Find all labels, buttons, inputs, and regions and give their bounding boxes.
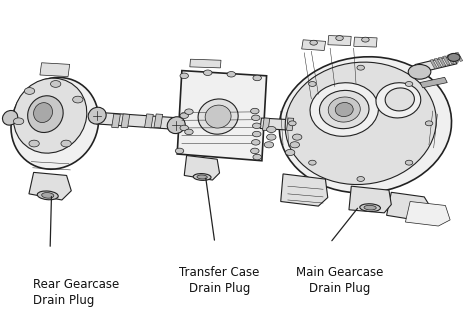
Ellipse shape	[279, 57, 452, 193]
Circle shape	[185, 129, 193, 135]
Ellipse shape	[227, 72, 236, 77]
Ellipse shape	[253, 75, 261, 81]
Circle shape	[293, 134, 302, 140]
Ellipse shape	[405, 82, 413, 86]
Circle shape	[251, 148, 259, 154]
Circle shape	[267, 134, 276, 140]
Polygon shape	[281, 174, 328, 206]
Ellipse shape	[28, 96, 63, 133]
Ellipse shape	[37, 191, 58, 200]
Polygon shape	[177, 71, 267, 161]
Ellipse shape	[364, 205, 376, 210]
Text: Transfer Case
Drain Plug: Transfer Case Drain Plug	[179, 266, 260, 295]
Polygon shape	[447, 55, 455, 64]
Polygon shape	[434, 58, 442, 68]
Text: Main Gearcase
Drain Plug: Main Gearcase Drain Plug	[296, 266, 383, 295]
Ellipse shape	[448, 53, 460, 62]
Polygon shape	[154, 114, 163, 128]
Polygon shape	[405, 202, 450, 226]
Polygon shape	[438, 57, 446, 66]
Ellipse shape	[405, 160, 413, 165]
Ellipse shape	[42, 192, 54, 198]
Ellipse shape	[198, 99, 238, 134]
Polygon shape	[112, 114, 120, 128]
Circle shape	[253, 131, 261, 137]
Circle shape	[185, 109, 193, 114]
Ellipse shape	[25, 88, 35, 95]
Circle shape	[286, 149, 295, 155]
Ellipse shape	[385, 88, 414, 111]
Polygon shape	[260, 118, 296, 130]
Ellipse shape	[310, 83, 379, 136]
Polygon shape	[451, 53, 459, 63]
Polygon shape	[443, 56, 450, 65]
Polygon shape	[302, 40, 326, 51]
Circle shape	[310, 40, 317, 45]
Polygon shape	[262, 118, 270, 131]
Ellipse shape	[328, 97, 360, 122]
Ellipse shape	[13, 78, 87, 153]
Ellipse shape	[309, 160, 316, 165]
Ellipse shape	[2, 111, 18, 125]
Polygon shape	[420, 77, 447, 88]
Polygon shape	[387, 192, 434, 220]
Ellipse shape	[88, 107, 106, 124]
Polygon shape	[96, 112, 178, 129]
Polygon shape	[190, 59, 221, 68]
Circle shape	[252, 115, 260, 121]
Polygon shape	[415, 56, 457, 73]
Ellipse shape	[205, 105, 231, 128]
Polygon shape	[7, 112, 34, 126]
Ellipse shape	[360, 204, 380, 212]
Ellipse shape	[408, 64, 431, 79]
Ellipse shape	[73, 96, 83, 103]
Ellipse shape	[34, 103, 52, 122]
Ellipse shape	[197, 175, 207, 179]
Polygon shape	[144, 114, 153, 128]
Ellipse shape	[29, 140, 39, 147]
Circle shape	[180, 125, 188, 131]
Ellipse shape	[357, 176, 364, 181]
Ellipse shape	[357, 65, 364, 70]
Polygon shape	[121, 114, 130, 128]
Ellipse shape	[376, 83, 421, 118]
Ellipse shape	[193, 174, 211, 180]
Circle shape	[362, 37, 369, 42]
Polygon shape	[354, 37, 377, 47]
Circle shape	[336, 36, 343, 41]
Circle shape	[252, 140, 260, 145]
Circle shape	[251, 108, 259, 114]
Ellipse shape	[51, 81, 61, 87]
Polygon shape	[328, 35, 351, 46]
Ellipse shape	[203, 70, 212, 75]
Polygon shape	[29, 172, 71, 200]
Circle shape	[264, 142, 274, 148]
Polygon shape	[184, 155, 219, 180]
Polygon shape	[430, 60, 438, 69]
Ellipse shape	[335, 102, 353, 116]
Ellipse shape	[13, 118, 24, 125]
Text: Rear Gearcase
Drain Plug: Rear Gearcase Drain Plug	[33, 278, 119, 307]
Circle shape	[180, 113, 188, 118]
Ellipse shape	[285, 62, 436, 185]
Ellipse shape	[253, 154, 261, 160]
Ellipse shape	[320, 90, 369, 129]
Ellipse shape	[288, 121, 296, 126]
Ellipse shape	[11, 78, 99, 169]
Ellipse shape	[180, 73, 188, 78]
Circle shape	[267, 127, 276, 133]
Polygon shape	[287, 118, 294, 131]
Ellipse shape	[425, 121, 433, 126]
Polygon shape	[40, 63, 70, 77]
Ellipse shape	[61, 140, 71, 147]
Ellipse shape	[309, 82, 316, 86]
Ellipse shape	[167, 117, 185, 133]
Ellipse shape	[175, 148, 184, 154]
Circle shape	[253, 123, 261, 128]
Circle shape	[290, 142, 300, 148]
Polygon shape	[349, 186, 391, 213]
Polygon shape	[455, 52, 463, 62]
